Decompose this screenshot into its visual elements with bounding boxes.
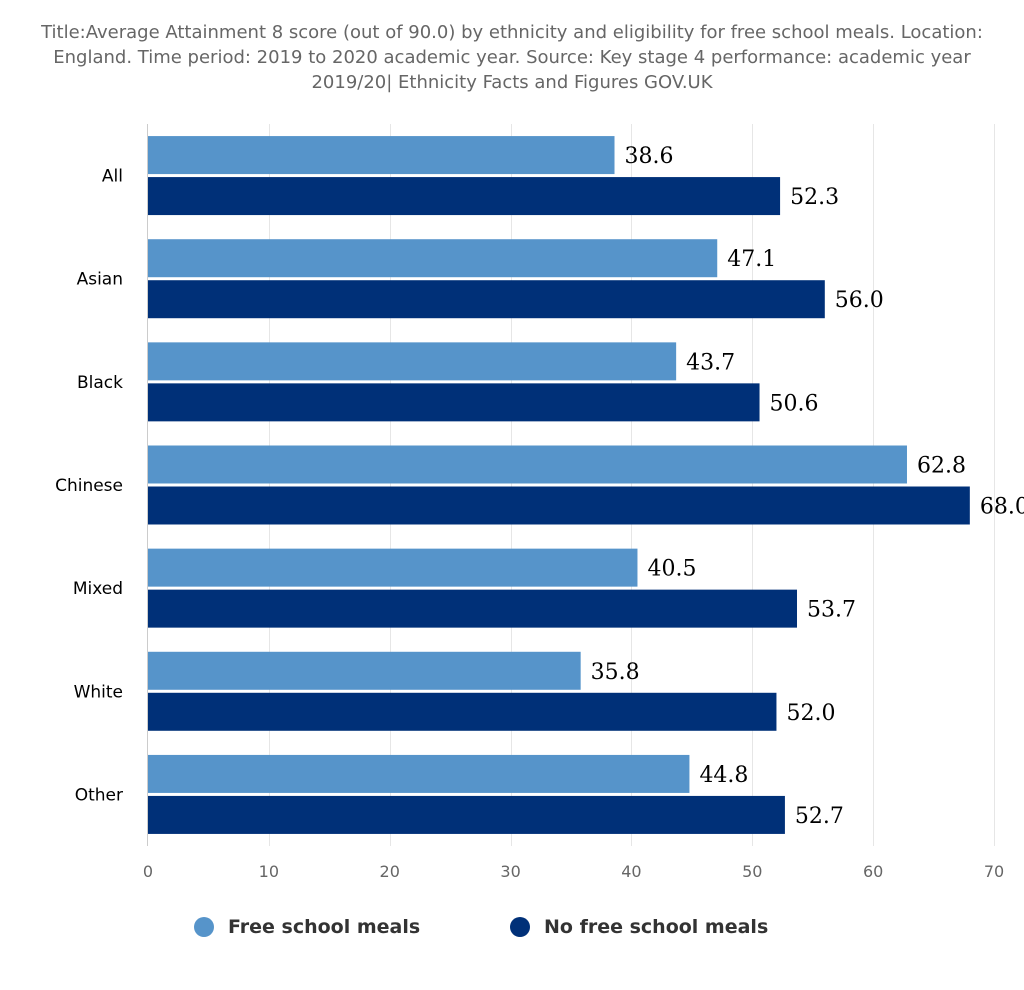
y-tick-label-mixed: Mixed [73, 579, 123, 599]
bar-no-free-school-meals-mixed [148, 589, 798, 628]
bars [148, 136, 970, 834]
data-label-free-school-meals-mixed: 40.5 [647, 557, 696, 582]
bar-free-school-meals-chinese [148, 445, 907, 484]
x-tick-label-10: 10 [259, 862, 279, 881]
data-label-free-school-meals-asian: 47.1 [727, 247, 776, 272]
data-label-no-free-school-meals-asian: 56.0 [835, 288, 884, 313]
legend-marker-free-school-meals [194, 917, 214, 937]
bar-free-school-meals-asian [148, 239, 718, 278]
bar-free-school-meals-white [148, 651, 581, 690]
data-label-no-free-school-meals-other: 52.7 [795, 804, 844, 829]
x-axis: 0 10 20 30 40 50 60 70 [143, 862, 1004, 881]
data-label-free-school-meals-chinese: 62.8 [917, 454, 966, 479]
legend-item-no-free-school-meals[interactable]: No free school meals [510, 912, 768, 942]
bar-no-free-school-meals-chinese [148, 486, 970, 525]
chart-title: Title:Average Attainment 8 score (out of… [41, 22, 983, 93]
data-label-no-free-school-meals-all: 52.3 [790, 185, 839, 210]
legend: Free school meals No free school meals [0, 912, 1024, 942]
y-tick-label-chinese: Chinese [55, 476, 123, 496]
data-label-no-free-school-meals-black: 50.6 [770, 391, 819, 416]
data-label-no-free-school-meals-mixed: 53.7 [807, 598, 856, 623]
legend-marker-no-free-school-meals [510, 917, 530, 937]
y-tick-label-black: Black [77, 373, 123, 393]
y-tick-label-asian: Asian [77, 270, 123, 290]
bar-no-free-school-meals-asian [148, 280, 825, 319]
gridlines [269, 124, 995, 846]
bar-no-free-school-meals-other [148, 795, 785, 834]
data-label-free-school-meals-white: 35.8 [591, 660, 640, 685]
legend-label-no-free-school-meals: No free school meals [544, 916, 769, 938]
data-label-no-free-school-meals-chinese: 68.0 [980, 495, 1024, 520]
y-tick-label-all: All [102, 167, 123, 187]
x-tick-label-0: 0 [143, 862, 153, 881]
bar-free-school-meals-mixed [148, 548, 638, 587]
x-tick-label-30: 30 [500, 862, 520, 881]
legend-item-free-school-meals[interactable]: Free school meals [194, 912, 420, 942]
y-tick-label-white: White [74, 682, 123, 702]
legend-label-free-school-meals: Free school meals [228, 916, 421, 938]
x-tick-label-70: 70 [984, 862, 1004, 881]
bar-no-free-school-meals-black [148, 383, 760, 422]
x-tick-label-40: 40 [621, 862, 641, 881]
x-tick-label-60: 60 [863, 862, 883, 881]
y-axis: All Asian Black Chinese Mixed White Other [55, 124, 148, 846]
bar-no-free-school-meals-all [148, 177, 781, 216]
bar-free-school-meals-all [148, 136, 615, 175]
bar-free-school-meals-black [148, 342, 677, 381]
data-label-free-school-meals-all: 38.6 [625, 144, 674, 169]
data-label-free-school-meals-other: 44.8 [699, 763, 748, 788]
y-tick-label-other: Other [75, 785, 123, 805]
x-tick-label-20: 20 [380, 862, 400, 881]
data-label-free-school-meals-black: 43.7 [686, 350, 735, 375]
data-labels: 38.6 52.3 47.1 56.0 43.7 50.6 62.8 68.0 40.5 53.7… [591, 144, 1024, 829]
bar-no-free-school-meals-white [148, 692, 777, 731]
x-tick-label-50: 50 [742, 862, 762, 881]
bar-free-school-meals-other [148, 754, 690, 793]
data-label-no-free-school-meals-white: 52.0 [786, 701, 835, 726]
